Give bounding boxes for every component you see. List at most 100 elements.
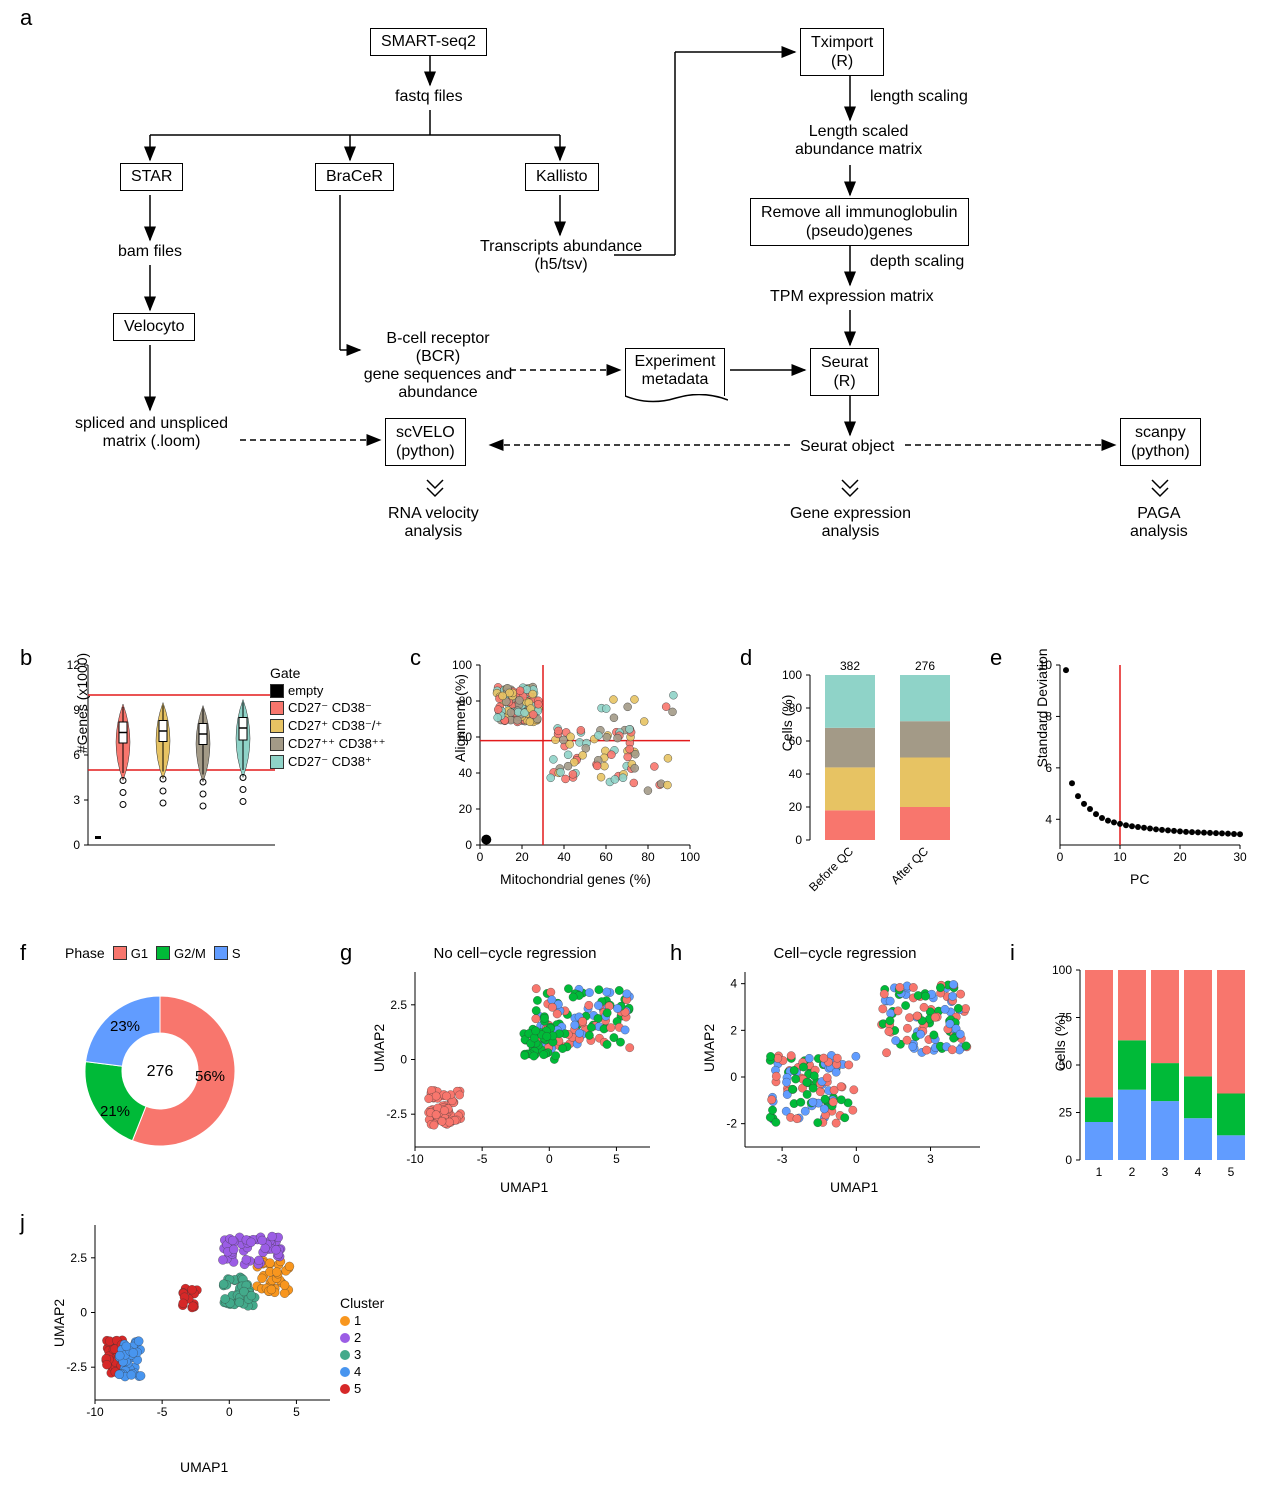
svg-text:0: 0 [465, 838, 472, 852]
svg-text:2.5: 2.5 [70, 1251, 87, 1265]
svg-text:60: 60 [599, 850, 613, 864]
svg-text:30: 30 [1233, 850, 1247, 864]
svg-text:2.5: 2.5 [390, 998, 407, 1012]
svg-text:4: 4 [1045, 812, 1052, 826]
panel-label-i: i [1010, 940, 1015, 966]
svg-text:4: 4 [730, 977, 737, 991]
node-transcripts: Transcripts abundance(h5/tsv) [480, 238, 642, 274]
svg-text:-10: -10 [86, 1405, 104, 1419]
legend-title: Gate [270, 665, 386, 681]
svg-text:0: 0 [1065, 1153, 1072, 1167]
svg-text:1: 1 [1096, 1165, 1103, 1179]
svg-text:3: 3 [1162, 1165, 1169, 1179]
svg-text:25: 25 [1059, 1106, 1073, 1120]
svg-text:382: 382 [840, 659, 860, 673]
label-lengthscaling: length scaling [870, 88, 968, 106]
panel-g-ylabel: UMAP2 [371, 1024, 387, 1072]
svg-text:-3: -3 [777, 1152, 788, 1166]
node-bracer: BraCeR [315, 163, 394, 191]
svg-text:276: 276 [147, 1063, 174, 1080]
panel-b-legend: Gate emptyCD27⁻ CD38⁻CD27⁺ CD38⁻/⁺CD27⁺⁺… [270, 665, 386, 772]
panel-c: 020406080100020406080100 Mitochondrial g… [440, 655, 700, 885]
node-spliced: spliced and unsplicedmatrix (.loom) [75, 415, 228, 451]
svg-text:5: 5 [1228, 1165, 1235, 1179]
node-removeig: Remove all immunoglobulin(pseudo)genes [750, 198, 969, 246]
node-scvelo: scVELO(python) [385, 418, 466, 466]
svg-text:56%: 56% [195, 1068, 225, 1085]
panel-j-xlabel: UMAP1 [180, 1459, 228, 1475]
node-smartseq2: SMART-seq2 [370, 28, 487, 56]
svg-text:0: 0 [546, 1152, 553, 1166]
svg-text:23%: 23% [110, 1018, 140, 1035]
svg-text:20: 20 [789, 800, 803, 814]
svg-text:3: 3 [73, 793, 80, 807]
svg-text:2: 2 [730, 1023, 737, 1037]
svg-text:Before QC: Before QC [806, 844, 856, 894]
svg-text:20: 20 [459, 802, 473, 816]
panel-g-title: No cell−cycle regression [370, 945, 660, 962]
node-rnavel: RNA velocityanalysis [388, 505, 479, 541]
svg-text:0: 0 [1057, 850, 1064, 864]
panel-label-g: g [340, 940, 352, 966]
svg-text:-5: -5 [477, 1152, 488, 1166]
node-velocyto: Velocyto [113, 313, 195, 341]
panel-h: Cell−cycle regression -3 0 3 -2 0 2 4 UMAP1 UM… [700, 945, 990, 1195]
svg-text:0: 0 [795, 833, 802, 847]
svg-text:20: 20 [1173, 850, 1187, 864]
svg-text:0: 0 [226, 1405, 233, 1419]
panel-g: No cell−cycle regression -10-505-2.502.5… [370, 945, 660, 1195]
node-seurat: Seurat(R) [810, 348, 879, 396]
node-scanpy: scanpy(python) [1120, 418, 1201, 466]
node-geneexp: Gene expressionanalysis [790, 505, 911, 541]
panel-e-xlabel: PC [1130, 871, 1149, 887]
svg-text:-2.5: -2.5 [386, 1107, 407, 1121]
node-star: STAR [120, 163, 183, 191]
panel-label-e: e [990, 645, 1002, 671]
svg-text:-10: -10 [406, 1152, 424, 1166]
panel-label-a: a [20, 5, 32, 31]
node-bcr: B-cell receptor (BCR)gene sequences anda… [363, 330, 513, 402]
panel-e: 010203046810 PC Standard Deviation [1020, 655, 1250, 885]
panel-h-xlabel: UMAP1 [830, 1179, 878, 1195]
panel-j-legend: Cluster 12345 [340, 1295, 384, 1398]
panel-label-j: j [20, 1210, 25, 1236]
svg-text:0: 0 [730, 1070, 737, 1084]
svg-text:100: 100 [1052, 963, 1072, 977]
svg-text:21%: 21% [100, 1103, 130, 1120]
panel-f-legend: Phase G1G2/MS [65, 945, 325, 961]
panel-label-h: h [670, 940, 682, 966]
svg-text:After QC: After QC [888, 844, 931, 887]
node-bam: bam files [118, 243, 182, 261]
panel-f: Phase G1G2/MS 276 56% 21% 23% [45, 945, 325, 1175]
node-paga: PAGAanalysis [1130, 505, 1188, 541]
node-seuratobj: Seurat object [800, 438, 894, 456]
panel-d-ylabel: Cells (%) [779, 678, 795, 768]
svg-text:276: 276 [915, 659, 935, 673]
panel-b-ylabel: #Genes (x1000) [74, 643, 90, 763]
panel-e-ylabel: Standard Deviation [1034, 638, 1050, 778]
panel-h-ylabel: UMAP2 [701, 1024, 717, 1072]
node-kallisto: Kallisto [525, 163, 599, 191]
svg-text:0: 0 [73, 838, 80, 852]
panel-i: 025507510012345 Cells (%) [1040, 960, 1250, 1190]
svg-text:100: 100 [680, 850, 700, 864]
svg-text:-2: -2 [726, 1117, 737, 1131]
panel-label-f: f [20, 940, 26, 966]
panel-label-c: c [410, 645, 421, 671]
node-lengthscaled: Length scaledabundance matrix [795, 123, 922, 159]
legend-title: Cluster [340, 1295, 384, 1311]
panel-i-ylabel: Cells (%) [1052, 998, 1068, 1088]
label-depthscaling: depth scaling [870, 253, 964, 271]
panel-g-xlabel: UMAP1 [500, 1179, 548, 1195]
svg-text:4: 4 [1195, 1165, 1202, 1179]
panel-j-ylabel: UMAP2 [51, 1299, 67, 1347]
node-tpm: TPM expression matrix [770, 288, 934, 306]
panel-h-title: Cell−cycle regression [700, 945, 990, 962]
panel-label-b: b [20, 645, 32, 671]
svg-text:5: 5 [293, 1405, 300, 1419]
svg-text:5: 5 [613, 1152, 620, 1166]
node-fastq: fastq files [395, 88, 463, 106]
svg-text:3: 3 [927, 1152, 934, 1166]
svg-text:0: 0 [853, 1152, 860, 1166]
svg-text:40: 40 [789, 767, 803, 781]
